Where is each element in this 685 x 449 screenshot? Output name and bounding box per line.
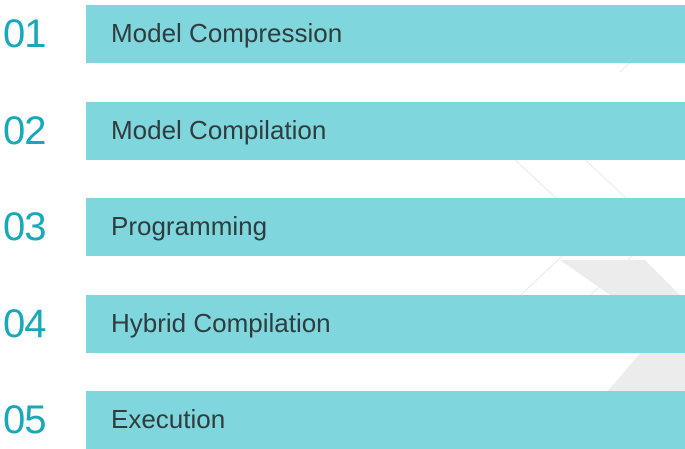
step-label: Execution: [111, 404, 226, 434]
step-row-2: 02 Model Compilation: [0, 102, 685, 160]
step-bar: Model Compilation: [86, 102, 685, 160]
step-number: 05: [3, 398, 46, 442]
step-bar: Programming: [86, 198, 685, 256]
step-label: Model Compression: [111, 18, 343, 48]
step-row-4: 04 Hybrid Compilation: [0, 295, 685, 353]
step-row-3: 03 Programming: [0, 198, 685, 256]
step-bar: Execution: [86, 391, 685, 449]
step-label: Programming: [111, 211, 268, 241]
step-row-1: 01 Model Compression: [0, 5, 685, 63]
step-bar: Model Compression: [86, 5, 685, 63]
step-label: Model Compilation: [111, 115, 327, 145]
step-number: 02: [3, 109, 46, 153]
step-row-5: 05 Execution: [0, 391, 685, 449]
step-number: 01: [3, 12, 46, 56]
step-number: 03: [3, 205, 46, 249]
step-number: 04: [3, 302, 46, 346]
step-bar: Hybrid Compilation: [86, 295, 685, 353]
step-label: Hybrid Compilation: [111, 308, 331, 338]
